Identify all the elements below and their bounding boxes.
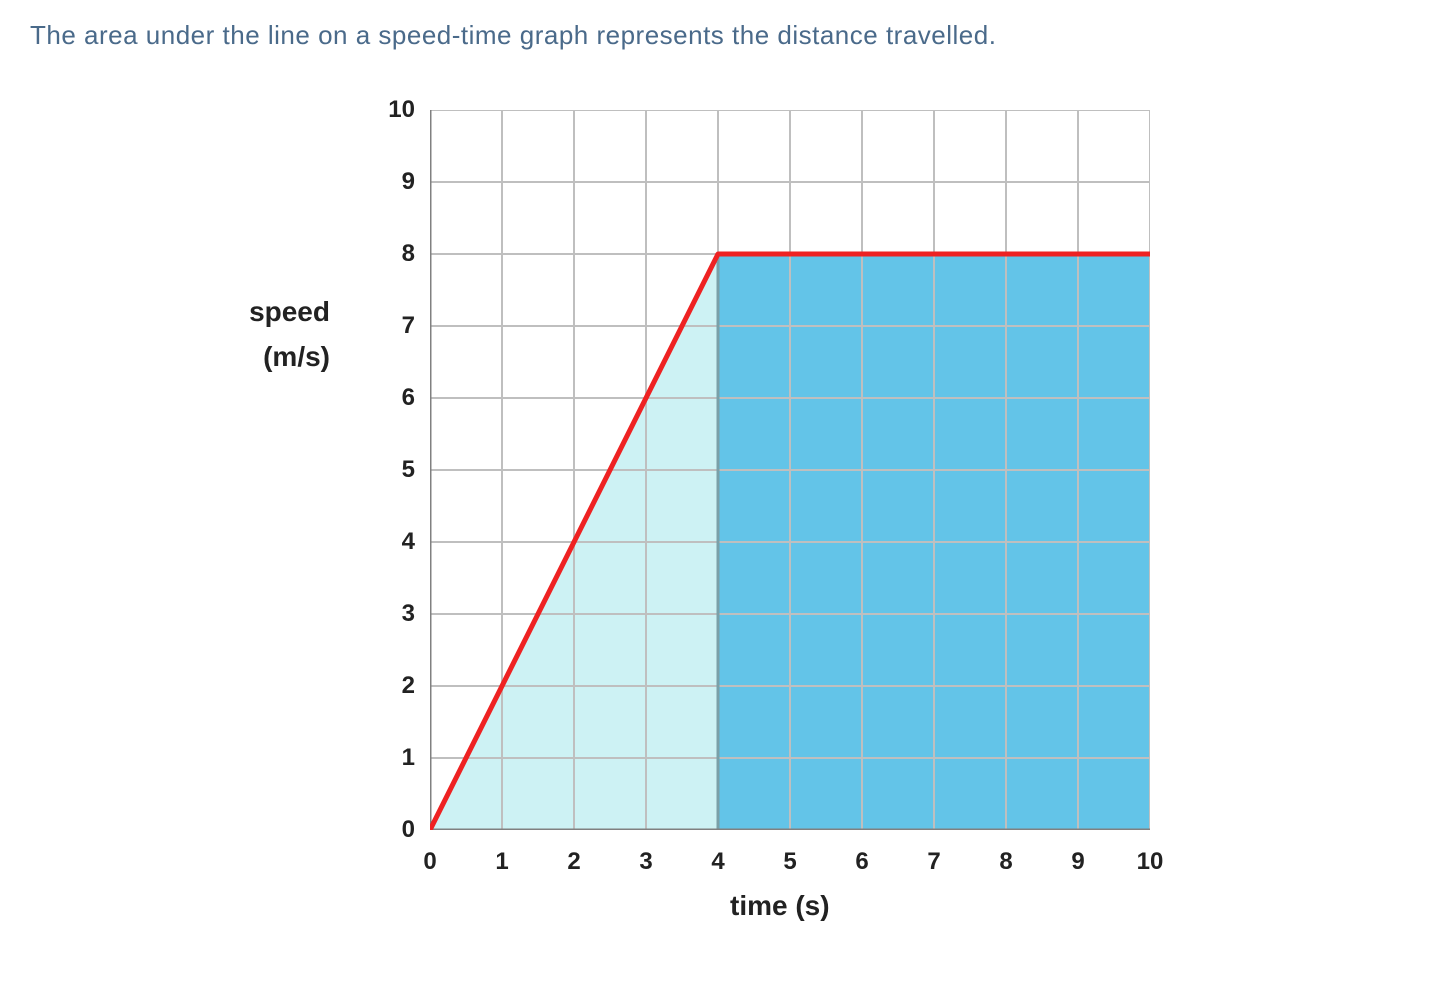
y-tick: 8 <box>375 240 415 268</box>
speed-time-chart: speed (m/s) 012345678910 012345678910 ti… <box>150 90 1250 960</box>
caption-text: The area under the line on a speed-time … <box>30 20 996 51</box>
y-tick: 9 <box>375 168 415 196</box>
x-tick: 1 <box>482 848 522 876</box>
x-tick: 0 <box>410 848 450 876</box>
y-axis-label-line2: (m/s) <box>150 335 330 380</box>
x-tick: 10 <box>1130 848 1170 876</box>
y-tick: 10 <box>375 96 415 124</box>
chart-svg <box>430 110 1150 830</box>
x-tick: 3 <box>626 848 666 876</box>
y-axis-label-line1: speed <box>150 290 330 335</box>
x-tick: 9 <box>1058 848 1098 876</box>
x-tick: 6 <box>842 848 882 876</box>
y-tick: 0 <box>375 816 415 844</box>
x-tick: 4 <box>698 848 738 876</box>
y-tick: 3 <box>375 600 415 628</box>
y-tick: 4 <box>375 528 415 556</box>
y-tick: 7 <box>375 312 415 340</box>
y-tick: 1 <box>375 744 415 772</box>
x-axis-label: time (s) <box>730 890 830 922</box>
plot-area: 012345678910 012345678910 time (s) <box>430 110 1150 835</box>
x-tick: 5 <box>770 848 810 876</box>
x-tick: 2 <box>554 848 594 876</box>
x-tick: 7 <box>914 848 954 876</box>
y-tick: 6 <box>375 384 415 412</box>
y-tick: 5 <box>375 456 415 484</box>
y-axis-label: speed (m/s) <box>150 290 330 380</box>
y-tick: 2 <box>375 672 415 700</box>
x-tick: 8 <box>986 848 1026 876</box>
